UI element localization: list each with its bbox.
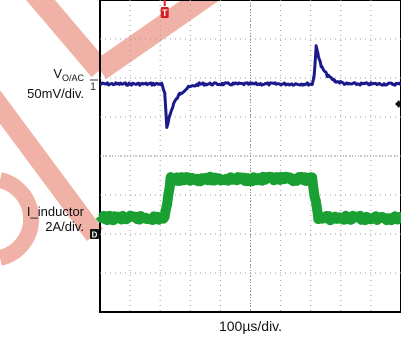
channel1-name: VO/AC — [53, 66, 84, 83]
channel1-scale: 50mV/div. — [27, 86, 84, 101]
channel2-name: I_inductor — [26, 204, 84, 219]
trace-voltage — [99, 44, 401, 129]
watermark-logo — [0, 0, 220, 266]
channel1-label: VO/AC 50mV/div. — [2, 66, 84, 101]
watermark-stroke — [26, 0, 220, 80]
channel-markers: T 1 D — [90, 0, 401, 240]
watermark-stroke — [0, 172, 40, 266]
watermark-stroke — [0, 90, 104, 241]
trace-inductor-current — [95, 171, 401, 226]
trigger-marker — [160, 7, 169, 18]
channel2-label: I_inductor 2A/div. — [2, 204, 84, 234]
graticule-grid — [100, 0, 401, 312]
trigger-marker-label: T — [162, 8, 168, 18]
channel2-scale: 2A/div. — [45, 219, 84, 234]
channel2-ground-marker — [90, 229, 99, 239]
channel1-ground-marker: 1 — [90, 81, 96, 93]
timebase-label: 100µs/div. — [218, 318, 283, 334]
channel2-ground-marker-label: D — [92, 231, 98, 240]
trigger-level-marker — [395, 100, 401, 108]
waveform-traces — [95, 44, 401, 226]
